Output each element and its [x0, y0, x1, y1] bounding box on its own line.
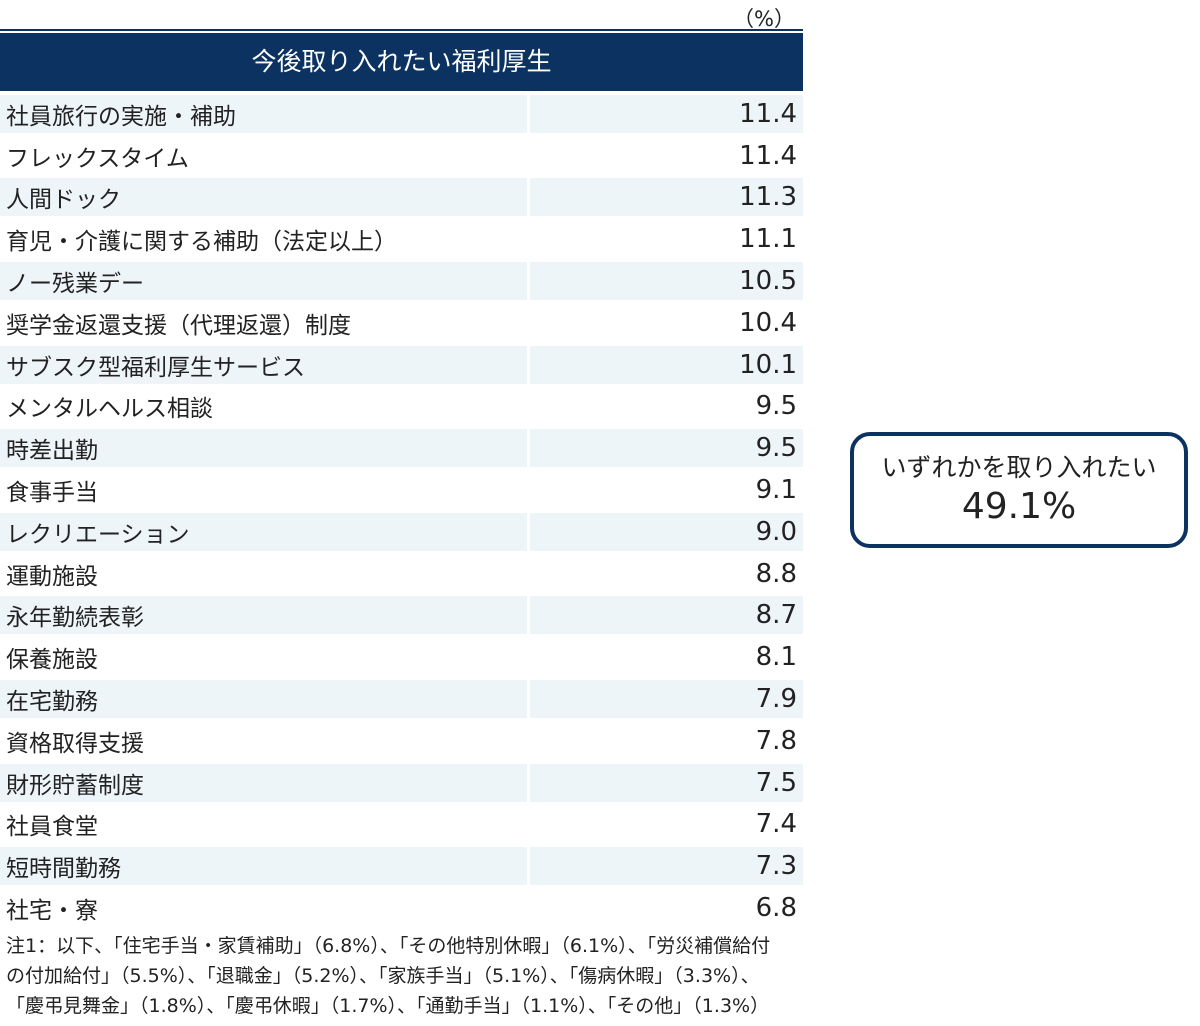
row-value: 9.0 — [530, 512, 803, 551]
table-row: 社宅・寮 6.8 — [0, 887, 803, 929]
row-value: 6.8 — [755, 893, 797, 924]
row-label: レクリエーション — [0, 512, 527, 551]
row-label: メンタルヘルス相談 — [6, 396, 213, 423]
table-row: 時差出勤 9.5 — [0, 427, 803, 469]
table-row: フレックスタイム 11.4 — [0, 135, 803, 177]
table-row: 財形貯蓄制度 7.5 — [0, 762, 803, 804]
table-row: サブスク型福利厚生サービス 10.1 — [0, 344, 803, 386]
row-value: 8.1 — [755, 642, 797, 673]
row-value: 11.4 — [530, 94, 803, 133]
row-label: 奨学金返還支援（代理返還）制度 — [6, 312, 351, 339]
row-value: 9.5 — [755, 391, 797, 422]
table-row: 奨学金返還支援（代理返還）制度 10.4 — [0, 302, 803, 344]
row-label: サブスク型福利厚生サービス — [0, 345, 527, 384]
row-value: 7.9 — [530, 680, 803, 719]
table-header: 今後取り入れたい福利厚生 — [0, 33, 803, 91]
unit-label: （%） — [733, 7, 795, 31]
row-label: 永年勤続表彰 — [0, 596, 527, 635]
table-row: レクリエーション 9.0 — [0, 511, 803, 553]
row-label: 食事手当 — [6, 480, 98, 507]
row-label: 育児・介護に関する補助（法定以上） — [6, 229, 397, 256]
row-label: フレックスタイム — [6, 145, 189, 172]
footnote-line: 「慶弔見舞金」（1.8%）、「慶弔休暇」（1.7%）、「通勤手当」（1.1%）、… — [6, 995, 770, 1017]
summary-callout: いずれかを取り入れたい 49.1% — [850, 432, 1188, 548]
header-top-rule — [0, 29, 803, 31]
row-value: 7.8 — [755, 725, 797, 756]
table-row: 社員旅行の実施・補助 11.4 — [0, 93, 803, 135]
row-value: 8.7 — [530, 596, 803, 635]
row-label: ノー残業デー — [0, 262, 527, 301]
row-label: 短時間勤務 — [0, 847, 527, 886]
row-label: 資格取得支援 — [6, 730, 144, 757]
row-value: 9.5 — [530, 429, 803, 468]
row-value: 7.5 — [530, 763, 803, 802]
table-body: 社員旅行の実施・補助 11.4 フレックスタイム 11.4 人間ドック 11.3 育児・介護… — [0, 93, 803, 929]
callout-value: 49.1% — [961, 486, 1077, 527]
row-label: 運動施設 — [6, 563, 98, 590]
row-value: 8.8 — [755, 558, 797, 589]
footnote-line: の付加給付」（5.5%）、「退職金」（5.2%）、「家族手当」（5.1%）、「傷… — [6, 965, 760, 987]
row-value: 9.1 — [755, 475, 797, 506]
row-value: 11.3 — [530, 178, 803, 217]
table-row: ノー残業デー 10.5 — [0, 260, 803, 302]
row-value: 11.1 — [739, 224, 797, 255]
row-value: 10.5 — [530, 262, 803, 301]
table-row: 食事手当 9.1 — [0, 469, 803, 511]
row-label: 社宅・寮 — [6, 898, 98, 925]
table-row: 永年勤続表彰 8.7 — [0, 595, 803, 637]
table-row: 人間ドック 11.3 — [0, 177, 803, 219]
table-row: メンタルヘルス相談 9.5 — [0, 386, 803, 428]
table-row: 社員食堂 7.4 — [0, 804, 803, 846]
row-label: 時差出勤 — [0, 429, 527, 468]
row-label: 社員食堂 — [6, 814, 98, 841]
row-value: 10.4 — [739, 307, 797, 338]
table-row: 運動施設 8.8 — [0, 553, 803, 595]
table-row: 育児・介護に関する補助（法定以上） 11.1 — [0, 218, 803, 260]
callout-label: いずれかを取り入れたい — [881, 453, 1157, 482]
footnote-line: 注1：以下、「住宅手当・家賃補助」（6.8%）、「その他特別休暇」（6.1%）、… — [6, 935, 771, 957]
row-value: 11.4 — [739, 140, 797, 171]
row-value: 7.4 — [755, 809, 797, 840]
table-row: 資格取得支援 7.8 — [0, 720, 803, 762]
table-row: 短時間勤務 7.3 — [0, 845, 803, 887]
row-value: 10.1 — [530, 345, 803, 384]
table-row: 保養施設 8.1 — [0, 636, 803, 678]
row-label: 社員旅行の実施・補助 — [0, 94, 527, 133]
footnote: 注1：以下、「住宅手当・家賃補助」（6.8%）、「その他特別休暇」（6.1%）、… — [6, 931, 886, 1021]
row-value: 7.3 — [530, 847, 803, 886]
row-label: 財形貯蓄制度 — [0, 763, 527, 802]
row-label: 在宅勤務 — [0, 680, 527, 719]
row-label: 保養施設 — [6, 647, 98, 674]
table-row: 在宅勤務 7.9 — [0, 678, 803, 720]
row-label: 人間ドック — [0, 178, 527, 217]
